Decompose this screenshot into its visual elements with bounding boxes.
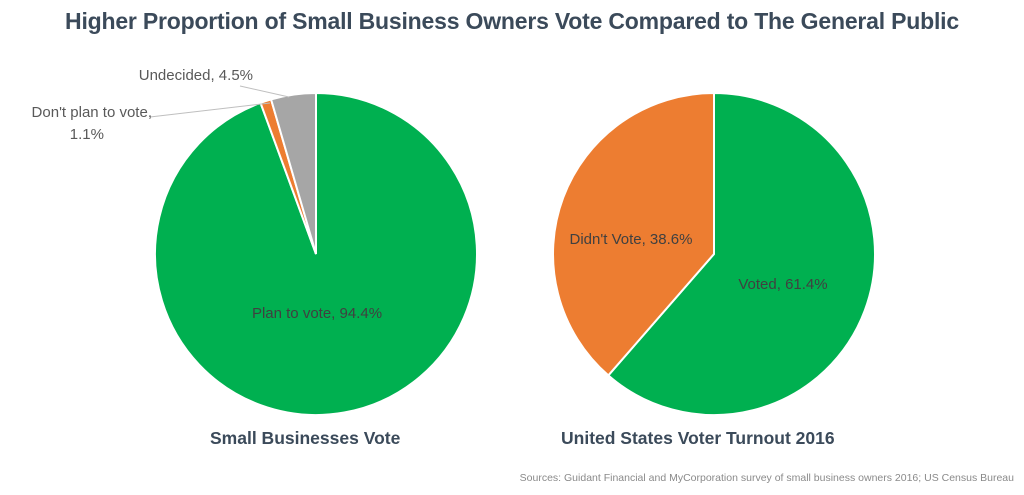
pie-slice-undecided <box>269 91 317 255</box>
pie-voter-turnout-2016 <box>552 91 877 416</box>
slice-label-undecided: Undecided, 4.5% <box>139 67 253 84</box>
pie-slice-didn-t-vote <box>552 91 715 377</box>
pie-caption-small-businesses: Small Businesses Vote <box>210 428 401 448</box>
slice-label-dont-plan-to-vote: Don't plan to vote, <box>32 104 152 121</box>
slice-label-plan-to-vote: Plan to vote, 94.4% <box>252 305 382 322</box>
slice-label-didnt-vote: Didn't Vote, 38.6% <box>570 231 693 248</box>
source-note: Sources: Guidant Financial and MyCorpora… <box>519 472 1014 484</box>
leader-line-dont-plan <box>149 102 271 118</box>
pie-slice-voted <box>606 91 877 416</box>
chart-title: Higher Proportion of Small Business Owne… <box>65 8 959 34</box>
pie-small-businesses-vote <box>154 91 478 416</box>
pie-caption-voter-turnout: United States Voter Turnout 2016 <box>561 428 835 448</box>
slice-label-voted: Voted, 61.4% <box>738 276 827 293</box>
leader-line-undecided <box>239 85 290 98</box>
slice-label-dont-plan-to-vote-percent: 1.1% <box>70 126 104 143</box>
